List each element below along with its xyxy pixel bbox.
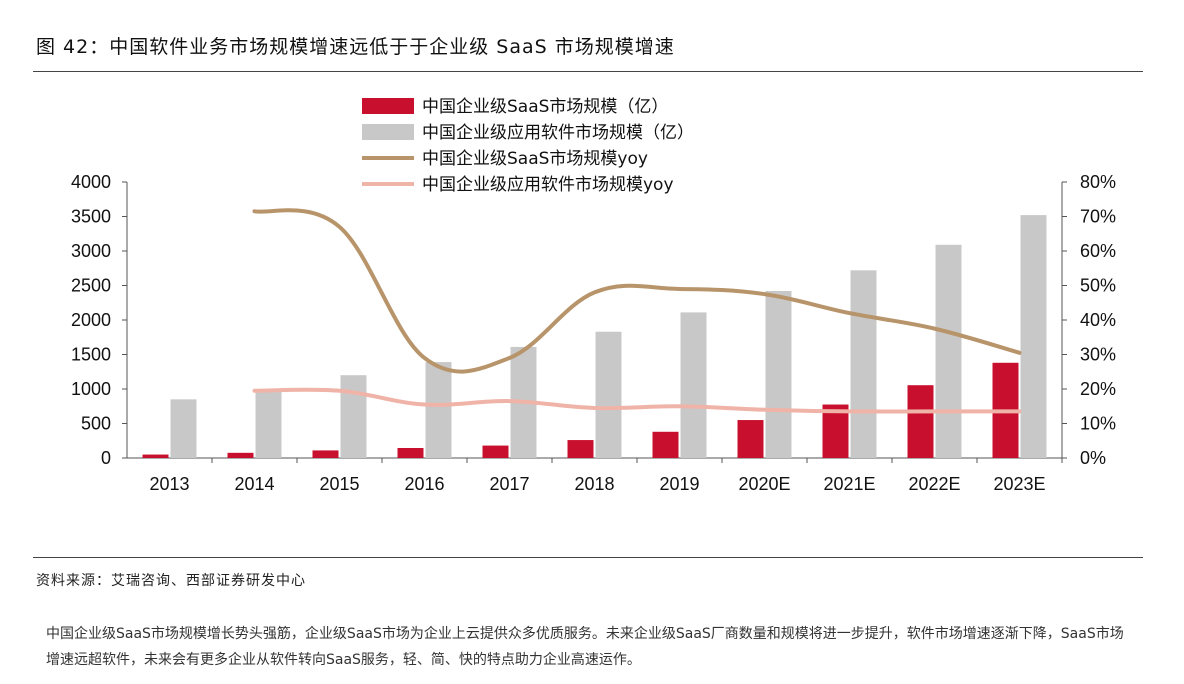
software-size-bar: [255, 389, 282, 458]
x-tick-label: 2021E: [823, 474, 875, 494]
chart-legend: 中国企业级SaaS市场规模（亿） 中国企业级应用软件市场规模（亿） 中国企业级Saa…: [362, 97, 694, 195]
left-tick-label: 2000: [71, 310, 111, 330]
saas-yoy-line: [252, 208, 1022, 374]
saas-size-bar: [652, 431, 679, 458]
chart-lines: [252, 208, 1022, 414]
source-note: 资料来源：艾瑞咨询、西部证券研发中心: [36, 573, 306, 589]
x-tick-label: 2016: [404, 474, 444, 494]
saas-size-bar: [737, 420, 764, 458]
software-size-bar: [765, 291, 792, 458]
caption-paragraph: 中国企业级SaaS市场规模增长势头强筋，企业级SaaS市场为企业上云提供众多优质…: [46, 626, 1124, 668]
software-size-bar: [850, 270, 877, 458]
left-tick-label: 0: [101, 448, 111, 468]
right-tick-label: 80%: [1080, 172, 1116, 192]
right-tick-label: 60%: [1080, 241, 1116, 261]
right-tick-label: 30%: [1080, 345, 1116, 365]
x-tick-label: 2013: [149, 474, 189, 494]
left-tick-label: 1500: [71, 345, 111, 365]
combo-chart: 中国企业级SaaS市场规模（亿） 中国企业级应用软件市场规模（亿） 中国企业级Saa…: [71, 97, 1116, 494]
saas-size-bar: [822, 404, 849, 458]
chart-bars: [142, 215, 1047, 458]
x-tick-label: 2023E: [993, 474, 1045, 494]
right-tick-label: 0%: [1080, 448, 1106, 468]
chart-axes: 0 500 1000 1500 2000 2500 3000 3500 4000 0% 10% 20%…: [71, 172, 1116, 494]
x-tick-label: 2019: [659, 474, 699, 494]
software-size-bar: [935, 244, 962, 458]
saas-size-bar: [567, 440, 594, 458]
figure-title: 图 42：中国软件业务市场规模增速远低于于企业级 SaaS 市场规模增速: [36, 36, 675, 58]
x-tick-label: 2020E: [738, 474, 790, 494]
software-size-bar: [340, 375, 367, 458]
right-tick-label: 50%: [1080, 276, 1116, 296]
left-tick-label: 3500: [71, 207, 111, 227]
saas-size-bar: [142, 454, 169, 458]
saas-size-bar: [907, 385, 934, 458]
left-tick-label: 1000: [71, 379, 111, 399]
software-size-bar: [595, 331, 622, 458]
left-tick-label: 2500: [71, 276, 111, 296]
software-size-bar: [425, 362, 452, 458]
right-tick-label: 10%: [1080, 414, 1116, 434]
software-size-bar: [680, 312, 707, 458]
legend-software-yoy-label: 中国企业级应用软件市场规模yoy: [422, 175, 674, 195]
legend-saas-yoy-label: 中国企业级SaaS市场规模yoy: [422, 149, 648, 169]
software-yoy-line: [252, 387, 1022, 414]
legend-software-size-swatch: [362, 124, 414, 140]
saas-size-bar: [312, 450, 339, 458]
legend-saas-size-label: 中国企业级SaaS市场规模（亿）: [422, 97, 668, 117]
x-tick-label: 2018: [574, 474, 614, 494]
right-tick-label: 40%: [1080, 310, 1116, 330]
top-divider: [33, 71, 1143, 72]
x-tick-label: 2022E: [908, 474, 960, 494]
right-tick-label: 20%: [1080, 379, 1116, 399]
software-size-bar: [170, 399, 197, 458]
legend-saas-size-swatch: [362, 98, 414, 114]
saas-size-bar: [397, 447, 424, 458]
x-tick-label: 2017: [489, 474, 529, 494]
right-tick-label: 70%: [1080, 207, 1116, 227]
saas-size-bar: [227, 452, 254, 458]
x-tick-label: 2014: [234, 474, 274, 494]
x-tick-label: 2015: [319, 474, 359, 494]
software-size-bar: [1020, 215, 1047, 458]
left-tick-label: 500: [81, 414, 111, 434]
left-tick-label: 3000: [71, 241, 111, 261]
saas-size-bar: [482, 445, 509, 458]
legend-software-size-label: 中国企业级应用软件市场规模（亿）: [422, 123, 694, 143]
bottom-divider: [33, 557, 1143, 558]
left-tick-label: 4000: [71, 172, 111, 192]
